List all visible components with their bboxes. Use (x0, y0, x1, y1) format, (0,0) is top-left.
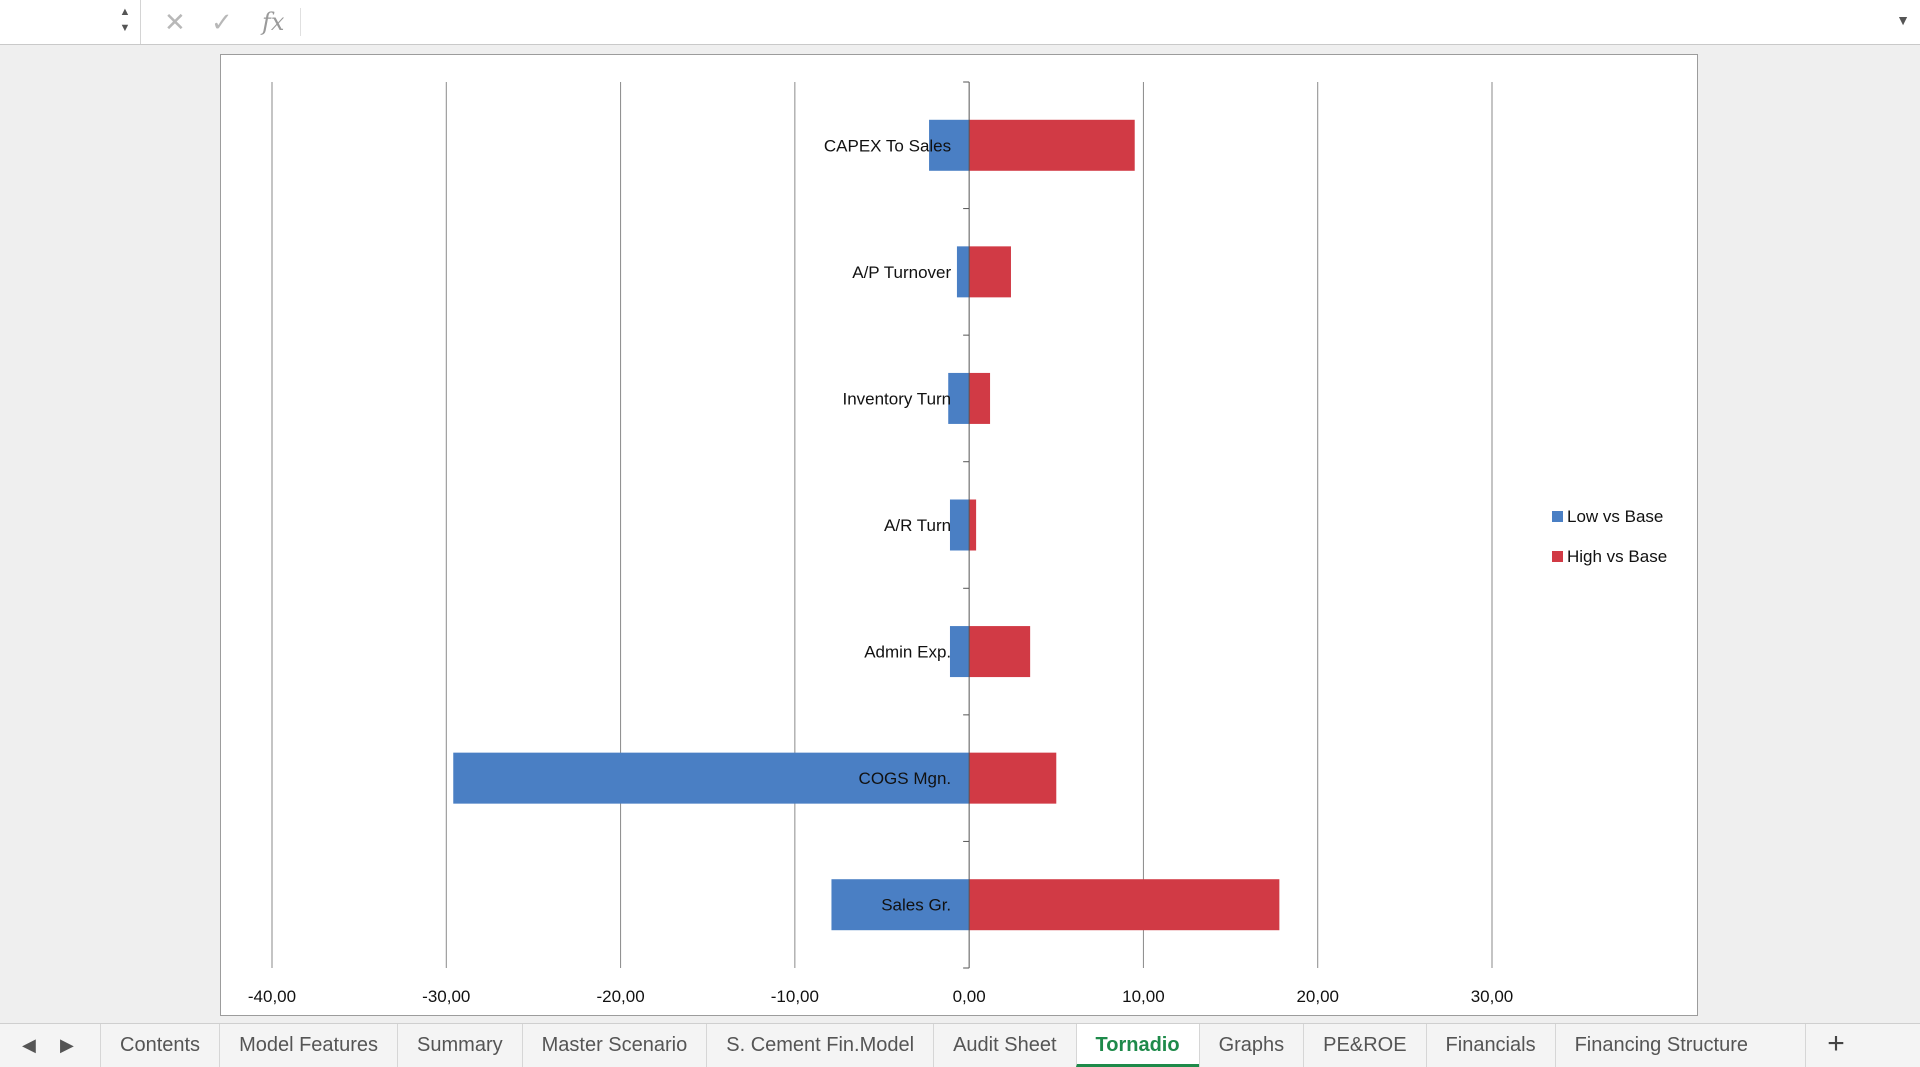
bar-high-sales-gr[interactable] (969, 879, 1280, 931)
bar-high-a-p-turnover[interactable] (969, 246, 1011, 298)
formula-input[interactable] (310, 8, 1870, 36)
sheet-tab-contents[interactable]: Contents (100, 1024, 219, 1067)
sheet-tab-financing-structure[interactable]: Financing Structure (1554, 1024, 1747, 1067)
cancel-icon[interactable]: ✕ (164, 7, 186, 37)
sheet-tab-graphs[interactable]: Graphs (1198, 1024, 1304, 1067)
bar-low-capex-to-sales[interactable] (929, 119, 970, 171)
x-tick-label: 0,00 (953, 987, 986, 1006)
expand-formula-bar-icon[interactable]: ▼ (1896, 12, 1910, 28)
x-tick-label: -10,00 (771, 987, 819, 1006)
bar-low-cogs-mgn[interactable] (453, 752, 970, 804)
sheet-tab-tornadio[interactable]: Tornadio (1075, 1024, 1199, 1067)
category-label: A/R Turn (884, 516, 951, 535)
sheet-tab-s-cement-fin-model[interactable]: S. Cement Fin.Model (706, 1024, 933, 1067)
x-tick-label: 10,00 (1122, 987, 1165, 1006)
x-tick-label: -30,00 (422, 987, 470, 1006)
sheet-tab-model-features[interactable]: Model Features (219, 1024, 397, 1067)
spin-down-icon[interactable]: ▼ (119, 22, 131, 34)
x-tick-label: -20,00 (596, 987, 644, 1006)
sheet-tab-audit-sheet[interactable]: Audit Sheet (933, 1024, 1075, 1067)
chart-canvas: CAPEX To Sales A/P Turnover Inventory Turn… (248, 81, 1667, 1006)
bar-high-inventory-turn[interactable] (969, 372, 991, 424)
bar-high-capex-to-sales[interactable] (969, 119, 1135, 171)
enter-check-icon[interactable]: ✓ (211, 7, 233, 37)
category-label: CAPEX To Sales (824, 136, 951, 155)
add-sheet-button[interactable]: + (1805, 1024, 1866, 1067)
category-label: Inventory Turn (842, 389, 951, 408)
sheet-tab-summary[interactable]: Summary (397, 1024, 522, 1067)
sheet-tab-bar: ◀ ▶ Contents Model Features Summary Master … (0, 1023, 1920, 1067)
sheet-tab-financials[interactable]: Financials (1425, 1024, 1555, 1067)
bar-high-a-r-turn[interactable] (969, 499, 977, 551)
formula-divider (300, 8, 301, 36)
bar-high-admin-exp[interactable] (969, 626, 1031, 678)
previous-sheet-icon[interactable]: ◀ (22, 1035, 36, 1055)
formula-bar: ▲ ▼ ✕ ✓ fx ▼ (0, 0, 1920, 45)
legend-label-low: Low vs Base (1567, 507, 1663, 526)
sheet-tab-pe-roe[interactable]: PE&ROE (1303, 1024, 1425, 1067)
sheet-tabs: Contents Model Features Summary Master Scen… (100, 1024, 1747, 1067)
category-label: A/P Turnover (852, 263, 951, 282)
legend-label-high: High vs Base (1567, 547, 1667, 566)
bar-low-admin-exp[interactable] (949, 626, 970, 678)
tornado-chart[interactable]: CAPEX To Sales A/P Turnover Inventory Turn… (220, 54, 1698, 1016)
x-tick-label: 30,00 (1471, 987, 1514, 1006)
bar-low-a-r-turn[interactable] (949, 499, 970, 551)
legend-swatch-high (1552, 551, 1563, 562)
bar-low-inventory-turn[interactable] (948, 372, 970, 424)
bar-high-cogs-mgn[interactable] (969, 752, 1057, 804)
legend-swatch-low (1552, 511, 1563, 522)
bar-low-a-p-turnover[interactable] (956, 246, 970, 298)
x-tick-label: -40,00 (248, 987, 296, 1006)
spin-up-icon[interactable]: ▲ (119, 6, 131, 18)
bar-low-sales-gr[interactable] (831, 879, 970, 931)
next-sheet-icon[interactable]: ▶ (60, 1035, 74, 1055)
sheet-tab-master-scenario[interactable]: Master Scenario (521, 1024, 707, 1067)
insert-function-icon[interactable]: fx (262, 8, 285, 36)
category-label: Admin Exp. (864, 643, 951, 662)
category-label: COGS Mgn. (859, 769, 952, 788)
category-label: Sales Gr. (881, 896, 951, 915)
name-box[interactable] (0, 0, 141, 44)
x-tick-label: 20,00 (1296, 987, 1339, 1006)
